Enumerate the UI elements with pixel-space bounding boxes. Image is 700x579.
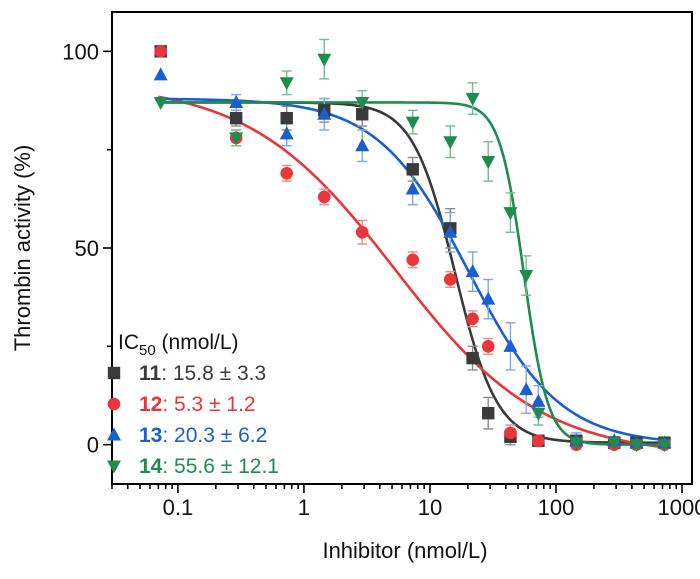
data-point-13 bbox=[465, 264, 480, 278]
data-point-13 bbox=[531, 393, 546, 407]
data-point-13 bbox=[317, 106, 332, 120]
legend-marker-13 bbox=[107, 427, 121, 441]
data-point-12 bbox=[481, 340, 495, 353]
data-point-14 bbox=[657, 439, 672, 453]
data-point-13 bbox=[519, 382, 534, 396]
legend-entry-14: 14: 55.6 ± 12.1 bbox=[139, 455, 279, 478]
data-point-11 bbox=[466, 351, 479, 365]
legend-title: IC50 (nmol/L) bbox=[118, 331, 239, 359]
data-point-13 bbox=[481, 291, 496, 305]
data-point-14 bbox=[569, 437, 584, 451]
data-point-12 bbox=[355, 225, 369, 239]
data-point-13 bbox=[443, 224, 458, 238]
data-point-11 bbox=[406, 163, 419, 176]
legend-entry-13: 13: 20.3 ± 6.2 bbox=[139, 424, 267, 447]
legend-compound-id: 13 bbox=[139, 424, 162, 447]
legend-compound-id: 12 bbox=[139, 393, 162, 416]
data-point-14 bbox=[531, 407, 546, 421]
data-point-11 bbox=[356, 108, 369, 121]
data-point-12 bbox=[317, 190, 331, 204]
legend-marker-14 bbox=[107, 460, 121, 474]
data-point-12 bbox=[443, 273, 457, 286]
legend-ic50-value: : 55.6 ± 12.1 bbox=[162, 455, 279, 478]
data-point-12 bbox=[504, 426, 517, 440]
legend-title-sub: 50 bbox=[139, 342, 156, 359]
x-tick-label: 0.1 bbox=[163, 495, 194, 520]
data-point-13 bbox=[153, 67, 168, 81]
data-point-14 bbox=[443, 136, 458, 150]
data-point-12 bbox=[532, 434, 545, 448]
legend-compound-id: 11 bbox=[139, 362, 162, 385]
data-point-13 bbox=[503, 338, 518, 352]
data-point-14 bbox=[481, 155, 496, 169]
data-point-13 bbox=[279, 126, 294, 140]
legend-marker-12 bbox=[107, 397, 121, 411]
x-axis-label: Inhibitor (nmol/L) bbox=[322, 538, 487, 563]
x-tick-label: 100 bbox=[538, 495, 575, 520]
data-point-13 bbox=[229, 94, 244, 108]
legend-ic50-value: : 5.3 ± 1.2 bbox=[162, 393, 255, 416]
fit-curve-12 bbox=[158, 95, 667, 449]
legend-entry-12: 12: 5.3 ± 1.2 bbox=[139, 393, 256, 416]
data-point-11 bbox=[229, 112, 243, 125]
legend-ic50-value: : 15.8 ± 3.3 bbox=[161, 362, 266, 385]
data-point-13 bbox=[405, 181, 420, 195]
y-axis-label: Thrombin activity (%) bbox=[10, 145, 35, 352]
legend-marker-11 bbox=[107, 366, 121, 380]
data-point-13 bbox=[355, 138, 370, 152]
data-point-14 bbox=[279, 77, 294, 91]
x-tick-label: 10 bbox=[418, 495, 442, 520]
legend: IC50 (nmol/L) 11: 15.8 ± 3.3 12: 5.3 ± 1.… bbox=[107, 331, 279, 478]
legend-compound-id: 14 bbox=[139, 455, 163, 478]
data-point-14 bbox=[607, 437, 622, 451]
legend-ic50-value: : 20.3 ± 6.2 bbox=[162, 424, 267, 447]
data-point-14 bbox=[355, 96, 370, 110]
data-point-12 bbox=[154, 45, 167, 58]
y-tick-label: 100 bbox=[62, 39, 99, 64]
data-points bbox=[153, 45, 672, 453]
data-point-12 bbox=[466, 312, 479, 326]
legend-title-main: IC bbox=[118, 331, 139, 354]
y-tick-label: 0 bbox=[87, 433, 99, 458]
data-point-12 bbox=[280, 166, 294, 180]
data-point-14 bbox=[519, 270, 534, 284]
data-point-14 bbox=[465, 93, 480, 107]
data-point-14 bbox=[229, 132, 244, 146]
data-point-14 bbox=[153, 96, 168, 110]
legend-title-unit: (nmol/L) bbox=[156, 331, 239, 354]
data-point-11 bbox=[482, 407, 495, 420]
data-point-11 bbox=[280, 112, 293, 125]
data-point-14 bbox=[317, 53, 332, 67]
legend-entry-11: 11: 15.8 ± 3.3 bbox=[139, 362, 266, 385]
data-point-14 bbox=[503, 207, 518, 221]
data-point-12 bbox=[406, 253, 420, 267]
data-point-14 bbox=[405, 116, 420, 130]
y-tick-label: 50 bbox=[75, 236, 99, 261]
data-point-14 bbox=[629, 439, 644, 453]
x-tick-label: 1 bbox=[298, 495, 310, 520]
